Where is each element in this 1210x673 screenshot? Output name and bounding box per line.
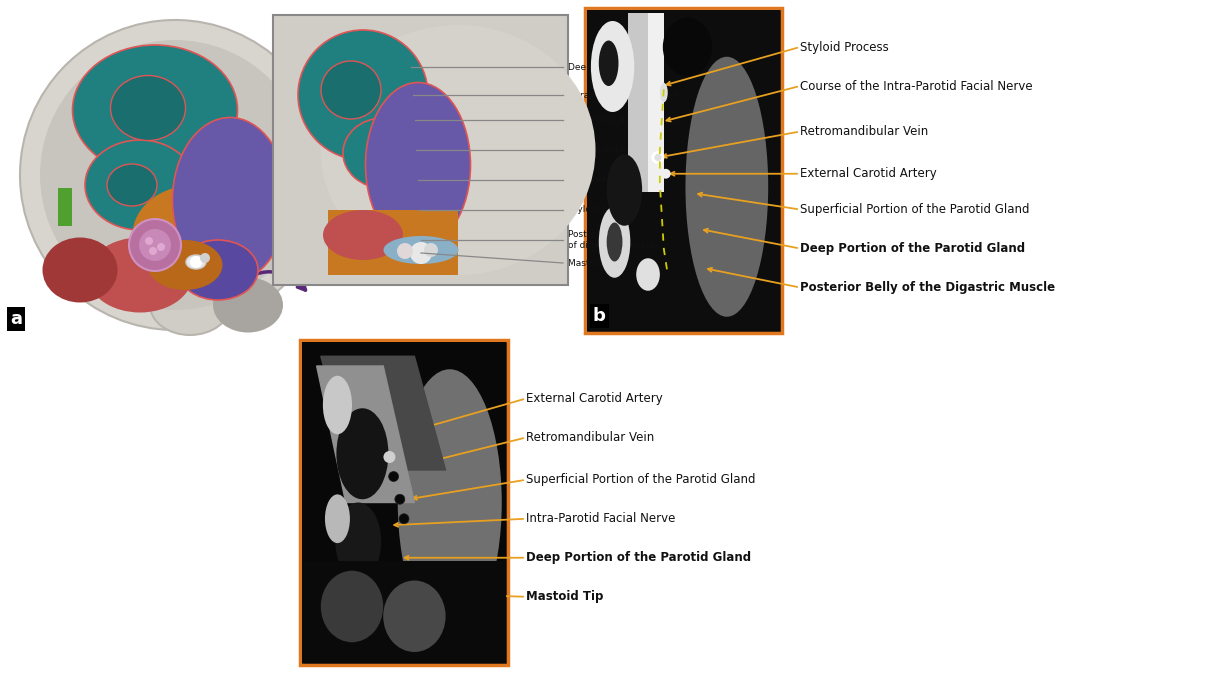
Text: Retromandibular vein: Retromandibular vein [567, 145, 667, 155]
Circle shape [410, 242, 432, 264]
Text: Posterior belly
of digastric muscle: Posterior belly of digastric muscle [567, 230, 655, 250]
Ellipse shape [178, 240, 258, 300]
Bar [328, 210, 459, 275]
Polygon shape [317, 366, 414, 503]
Ellipse shape [73, 45, 237, 175]
Text: Superficial Portion of the Parotid Gland: Superficial Portion of the Parotid Gland [800, 203, 1030, 216]
Ellipse shape [659, 83, 668, 102]
Text: Deep parotid gland: Deep parotid gland [567, 63, 656, 71]
Text: Deep Portion of the Parotid Gland: Deep Portion of the Parotid Gland [526, 551, 751, 564]
Ellipse shape [298, 30, 428, 160]
Circle shape [394, 494, 405, 504]
Ellipse shape [186, 255, 206, 269]
Circle shape [149, 247, 157, 255]
Circle shape [139, 229, 171, 261]
Ellipse shape [599, 40, 618, 86]
Ellipse shape [384, 236, 459, 264]
Circle shape [190, 256, 202, 268]
Bar [302, 561, 506, 662]
Ellipse shape [336, 409, 388, 499]
Text: Posterior Belly of the Digastric Muscle: Posterior Belly of the Digastric Muscle [800, 281, 1055, 294]
Ellipse shape [87, 238, 192, 312]
Text: Deep Portion of the Parotid Gland: Deep Portion of the Parotid Gland [800, 242, 1025, 255]
Ellipse shape [342, 118, 423, 188]
Text: a: a [10, 310, 22, 328]
Ellipse shape [213, 277, 283, 332]
Text: Styloid process: Styloid process [567, 205, 636, 215]
Ellipse shape [398, 369, 502, 636]
Circle shape [655, 154, 662, 161]
Ellipse shape [150, 275, 230, 335]
Circle shape [384, 451, 396, 463]
Bar [628, 13, 649, 192]
Bar [58, 188, 73, 226]
Ellipse shape [133, 185, 258, 285]
Ellipse shape [323, 376, 352, 434]
Text: External Carotid Artery: External Carotid Artery [800, 168, 937, 180]
Bar [0, 0, 580, 340]
Text: c: c [309, 639, 318, 657]
Circle shape [21, 20, 330, 330]
Ellipse shape [384, 581, 445, 652]
Text: Retromandibular Vein: Retromandibular Vein [800, 125, 928, 138]
Ellipse shape [42, 238, 117, 302]
Ellipse shape [606, 223, 622, 262]
Circle shape [661, 169, 670, 178]
Ellipse shape [335, 503, 381, 581]
Ellipse shape [148, 240, 223, 290]
Text: Intraparotid facial nerve: Intraparotid facial nerve [567, 90, 678, 100]
Circle shape [40, 40, 310, 310]
Bar [628, 13, 664, 192]
Circle shape [200, 253, 211, 263]
Text: Superficial parotid gland: Superficial parotid gland [567, 116, 680, 125]
Text: Mastoid tip: Mastoid tip [567, 258, 618, 267]
Ellipse shape [323, 210, 403, 260]
Circle shape [651, 151, 664, 164]
Text: Superficial Portion of the Parotid Gland: Superficial Portion of the Parotid Gland [526, 473, 755, 487]
Bar [587, 10, 780, 331]
Text: Styloid Process: Styloid Process [800, 40, 889, 53]
Text: External Carotid Artery: External Carotid Artery [526, 392, 663, 405]
Circle shape [399, 513, 409, 524]
Ellipse shape [599, 206, 630, 278]
Ellipse shape [173, 118, 288, 283]
Bar [302, 342, 506, 663]
Ellipse shape [325, 495, 350, 543]
Circle shape [129, 219, 182, 271]
Circle shape [424, 243, 438, 257]
Ellipse shape [321, 61, 381, 119]
Bar [584, 8, 782, 333]
Ellipse shape [85, 140, 195, 230]
Circle shape [157, 243, 165, 251]
Ellipse shape [663, 17, 711, 76]
Circle shape [388, 472, 398, 481]
Circle shape [397, 243, 413, 259]
Ellipse shape [321, 25, 595, 275]
Text: Retromandibular Vein: Retromandibular Vein [526, 431, 655, 444]
Ellipse shape [365, 83, 471, 248]
Ellipse shape [636, 258, 659, 291]
Bar [300, 340, 508, 665]
Text: b: b [593, 307, 606, 325]
Text: External carotid artery: External carotid artery [567, 176, 670, 184]
Text: Course of the Intra-Parotid Facial Nerve: Course of the Intra-Parotid Facial Nerve [800, 79, 1032, 92]
Ellipse shape [106, 164, 157, 206]
Ellipse shape [590, 21, 634, 112]
Text: Mastoid Tip: Mastoid Tip [526, 590, 604, 603]
Ellipse shape [110, 75, 185, 141]
Circle shape [145, 237, 152, 245]
Bar [273, 15, 567, 285]
Text: Intra-Parotid Facial Nerve: Intra-Parotid Facial Nerve [526, 512, 675, 525]
Ellipse shape [686, 57, 768, 317]
Ellipse shape [321, 571, 384, 642]
Polygon shape [321, 356, 445, 470]
Ellipse shape [606, 154, 643, 225]
